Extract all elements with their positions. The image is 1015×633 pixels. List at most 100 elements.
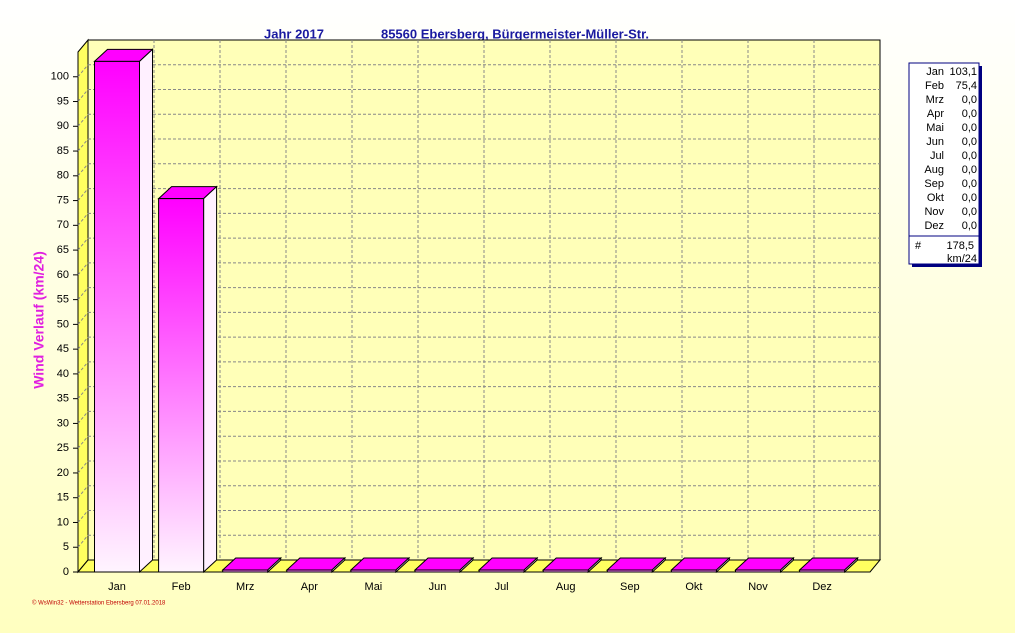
bar: [735, 569, 781, 573]
legend-value: 0,0: [962, 192, 977, 204]
legend-month: Mrz: [926, 94, 944, 106]
legend-value: 0,0: [962, 94, 977, 106]
y-tick-label: 65: [57, 244, 69, 256]
grid-line: [77, 312, 89, 325]
legend-month: Jul: [930, 150, 944, 162]
legend: [908, 62, 980, 265]
y-tick-label: 0: [63, 566, 69, 578]
bar: [606, 569, 653, 573]
legend-value: 0,0: [962, 122, 977, 134]
grid-line: [77, 89, 89, 102]
grid-line: [77, 336, 89, 350]
y-tick-label: 80: [57, 170, 69, 182]
grid-line: [77, 262, 89, 276]
legend-month: Apr: [927, 108, 944, 120]
y-tick-label: 95: [57, 95, 69, 107]
y-tick-label: 100: [51, 71, 69, 83]
x-tick-label: Jun: [429, 581, 447, 593]
y-tick-label: 5: [63, 541, 69, 553]
y-tick-label: 90: [57, 120, 69, 132]
grid-line: [77, 510, 89, 523]
x-tick-label: Okt: [685, 581, 702, 593]
legend-unit: km/24: [947, 253, 977, 265]
legend-value: 0,0: [962, 220, 977, 232]
legend-month: Feb: [925, 80, 944, 92]
bar-side: [203, 185, 218, 574]
grid-line: [77, 64, 89, 78]
legend-total: 178,5: [946, 240, 974, 252]
chart-title: Jahr 2017: [264, 26, 324, 41]
x-tick-label: Aug: [556, 581, 576, 593]
bar: [799, 569, 846, 573]
x-tick-label: Jan: [108, 581, 126, 593]
x-tick-label: Jul: [495, 581, 509, 593]
footer: © WsWin32 - Wetterstation Ebersberg 07.0…: [32, 600, 166, 607]
y-tick-label: 35: [57, 393, 69, 405]
x-tick-label: Nov: [748, 581, 768, 593]
grid-line: [77, 534, 89, 548]
y-tick-label: 55: [57, 294, 69, 306]
legend-month: Aug: [924, 164, 944, 176]
bar: [670, 569, 717, 573]
grid-line: [77, 188, 89, 201]
y-tick-label: 85: [57, 145, 69, 157]
x-tick-label: Mai: [365, 581, 383, 593]
legend-month: Jan: [926, 66, 944, 78]
bar-side: [139, 48, 153, 574]
legend-value: 0,0: [962, 206, 977, 218]
legend-month: Mai: [926, 122, 944, 134]
grid-line: [77, 386, 89, 399]
bar: [94, 60, 140, 573]
legend-value: 103,1: [949, 66, 977, 78]
x-tick-label: Mrz: [236, 581, 254, 593]
y-tick-label: 60: [57, 269, 69, 281]
legend-month: Okt: [927, 192, 944, 204]
y-tick-label: 25: [57, 442, 69, 454]
bar: [350, 569, 397, 573]
y-tick-label: 75: [57, 194, 69, 206]
grid-line: [77, 460, 89, 474]
legend-value: 0,0: [962, 178, 977, 190]
y-tick-label: 10: [57, 516, 69, 528]
grid-line: [77, 485, 89, 499]
y-axis-label: Wind Verlauf (km/24): [31, 251, 47, 389]
grid-line: [77, 411, 89, 424]
y-tick-label: 45: [57, 343, 69, 355]
bar: [286, 569, 333, 573]
legend-value: 0,0: [962, 150, 977, 162]
legend-total-symbol: #: [915, 240, 922, 252]
legend-month: Sep: [924, 178, 944, 190]
x-tick-label: Dez: [812, 581, 832, 593]
grid-line: [77, 237, 89, 251]
y-tick-label: 40: [57, 368, 69, 380]
grid-line: [77, 138, 89, 152]
chart-subtitle: 85560 Ebersberg, Bürgermeister-Müller-St…: [381, 26, 649, 41]
grid-line: [77, 287, 89, 300]
legend-month: Dez: [924, 220, 944, 232]
legend-month: Nov: [924, 206, 944, 218]
grid-line: [77, 361, 89, 375]
x-tick-label: Sep: [620, 581, 640, 593]
y-tick-label: 70: [57, 219, 69, 231]
y-tick-label: 30: [57, 417, 69, 429]
legend-month: Jun: [926, 136, 944, 148]
legend-value: 0,0: [962, 136, 977, 148]
grid-line: [77, 435, 89, 449]
bar: [158, 198, 205, 573]
grid-line: [77, 163, 89, 177]
x-tick-label: Feb: [172, 581, 191, 593]
x-tick-label: Apr: [301, 581, 318, 593]
bar: [478, 569, 525, 573]
legend-value: 75,4: [956, 80, 977, 92]
y-tick-label: 50: [57, 318, 69, 330]
bar: [414, 569, 461, 573]
bar: [542, 569, 589, 573]
grid-line: [77, 213, 89, 226]
y-tick-label: 20: [57, 467, 69, 479]
bar: [222, 569, 269, 573]
y-tick-label: 15: [57, 492, 69, 504]
grid-line: [77, 113, 89, 127]
legend-value: 0,0: [962, 164, 977, 176]
legend-value: 0,0: [962, 108, 977, 120]
